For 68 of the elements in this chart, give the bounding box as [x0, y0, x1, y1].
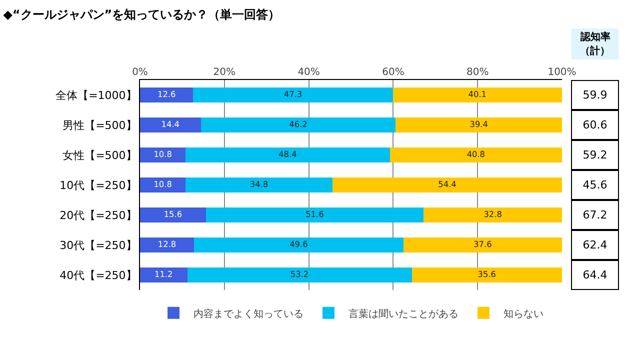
y-tick-label: 40代【=250】: [60, 268, 137, 282]
data-label: 32.8: [484, 209, 502, 220]
bar: [140, 118, 201, 132]
bar: [396, 118, 562, 132]
data-label: 40.8: [466, 149, 486, 160]
bar: [140, 88, 194, 102]
bar: [390, 148, 562, 162]
y-tick-label: 20代【=250】: [60, 208, 137, 222]
data-label: 11.2: [154, 269, 173, 280]
bar: [424, 208, 562, 222]
legend-label: 言葉は聞いたことがある: [348, 308, 458, 320]
bar: [140, 268, 188, 282]
y-tick-label: 30代【=250】: [60, 238, 137, 252]
data-label: 15.6: [164, 209, 182, 220]
text: 59.9: [582, 88, 608, 102]
data-label: 35.6: [478, 269, 496, 280]
bar: [392, 88, 562, 102]
bar: [332, 178, 562, 192]
data-label: 54.4: [438, 179, 456, 190]
bar: [186, 178, 332, 192]
bar: [140, 178, 186, 192]
text: 64.4: [582, 268, 608, 282]
bar: [200, 118, 396, 132]
data-label: 10.8: [154, 149, 172, 160]
text: 45.6: [582, 178, 608, 192]
x-tick-label: 40%: [298, 67, 320, 78]
text: 59.2: [582, 148, 608, 162]
data-label: 37.6: [474, 239, 492, 250]
bar: [186, 148, 390, 162]
text: 60.6: [582, 118, 608, 132]
x-tick-label: 0%: [132, 67, 148, 78]
x-tick-label: 20%: [213, 67, 236, 78]
data-label: 49.6: [290, 239, 308, 250]
bar: [412, 268, 562, 282]
data-label: 34.8: [250, 179, 268, 190]
bar: [403, 238, 562, 252]
legend-label: 内容までよく知っている: [194, 308, 304, 320]
bar: [194, 238, 404, 252]
chart-title: ◆“クールジャパン”を知っているか？（単一回答）: [3, 8, 280, 22]
y-tick-label: 女性【=500】: [62, 148, 137, 162]
bar: [193, 88, 393, 102]
bar: [206, 208, 424, 222]
x-tick-label: 60%: [382, 67, 404, 78]
text: 認知率: [580, 31, 610, 43]
text: 62.4: [582, 238, 608, 252]
data-label: 10.8: [154, 179, 172, 190]
data-label: 48.4: [278, 149, 297, 160]
text: （計）: [580, 45, 610, 57]
data-label: 12.8: [158, 239, 176, 250]
y-tick-label: 全体【=1000】: [56, 88, 137, 102]
bar: [187, 268, 412, 282]
bar: [140, 238, 194, 252]
data-label: 40.1: [468, 89, 486, 100]
x-tick-label: 100%: [548, 67, 576, 78]
data-label: 47.3: [284, 89, 302, 100]
bar: [140, 208, 206, 222]
data-label: 51.6: [306, 209, 324, 220]
data-label: 12.6: [157, 89, 176, 100]
legend-label: 知らない: [504, 308, 544, 320]
data-label: 14.4: [161, 119, 180, 130]
data-label: 53.2: [290, 269, 309, 280]
data-label: 46.2: [289, 119, 308, 130]
y-tick-label: 男性【=500】: [62, 118, 137, 132]
data-label: 39.4: [470, 119, 488, 130]
x-tick-label: 80%: [466, 67, 489, 78]
y-tick-label: 10代【=250】: [60, 178, 137, 192]
bar: [140, 148, 186, 162]
text: 67.2: [582, 208, 608, 222]
